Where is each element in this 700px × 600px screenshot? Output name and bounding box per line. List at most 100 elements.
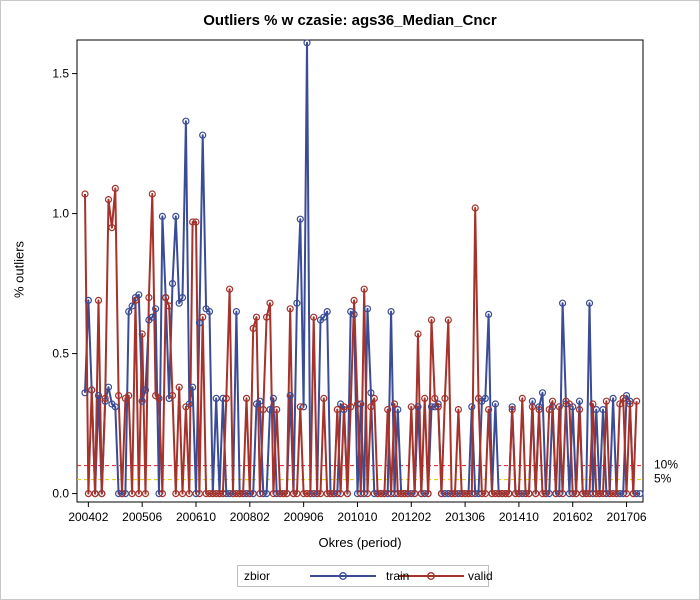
data-point-train — [474, 490, 483, 498]
data-point-valid — [370, 394, 378, 402]
legend-train-label: train — [386, 569, 410, 583]
data-point-train — [636, 490, 644, 498]
data-point-valid — [242, 394, 251, 402]
data-point-valid — [485, 406, 493, 414]
data-point-train — [286, 392, 294, 400]
data-point-valid — [632, 397, 641, 405]
data-point-valid — [521, 490, 530, 498]
data-point-valid — [236, 490, 244, 498]
data-point-valid — [441, 394, 449, 402]
data-point-train — [310, 490, 318, 498]
data-point-valid — [552, 490, 560, 498]
data-point-valid — [542, 490, 550, 498]
data-point-valid — [602, 397, 611, 405]
data-point-valid — [300, 490, 308, 498]
legend: zbior train valid — [237, 565, 493, 587]
data-point-valid — [374, 490, 382, 498]
data-point-valid — [343, 490, 351, 498]
y-tick-label: 0.5 — [52, 347, 69, 361]
data-point-train — [340, 406, 348, 414]
data-point-valid — [306, 490, 314, 498]
data-point-valid — [273, 406, 281, 414]
x-axis-label: Okres (period) — [318, 535, 402, 550]
data-point-valid — [538, 490, 547, 498]
data-point-valid — [606, 490, 614, 498]
data-point-train — [259, 490, 267, 498]
data-point-valid — [622, 490, 631, 498]
y-tick-label: 0.0 — [52, 487, 69, 501]
data-point-train — [263, 490, 271, 498]
data-point-valid — [182, 403, 190, 411]
data-point-valid — [387, 490, 395, 498]
legend-train-marker — [339, 572, 347, 580]
data-point-valid — [256, 490, 264, 498]
data-point-train — [491, 400, 499, 408]
data-point-train — [367, 389, 375, 397]
data-point-train — [353, 490, 362, 498]
reference-line-label: 5% — [654, 472, 672, 486]
data-point-valid — [246, 490, 254, 498]
x-tick-label: 200610 — [176, 510, 216, 524]
data-point-train — [172, 212, 180, 220]
x-tick-label: 200506 — [122, 510, 162, 524]
data-point-valid — [454, 406, 462, 414]
legend-valid-marker — [427, 572, 435, 580]
data-point-train — [518, 490, 526, 498]
data-point-valid — [616, 400, 624, 408]
data-point-valid — [209, 490, 217, 498]
data-point-valid — [303, 490, 311, 498]
data-point-train — [195, 319, 203, 327]
data-point-train — [414, 403, 422, 411]
data-point-valid — [269, 490, 277, 498]
data-point-valid — [397, 490, 405, 498]
data-point-train — [269, 394, 277, 402]
data-point-valid — [380, 490, 388, 498]
x-tick-label: 201306 — [445, 510, 485, 524]
x-tick-label: 200402 — [68, 510, 108, 524]
data-point-valid — [165, 302, 173, 310]
data-point-train — [626, 397, 634, 405]
data-point-train — [323, 308, 331, 316]
data-point-valid — [219, 490, 227, 498]
data-point-valid — [252, 313, 261, 321]
data-point-train — [468, 403, 476, 411]
data-point-valid — [108, 224, 116, 232]
data-point-train — [508, 403, 516, 411]
data-point-train — [135, 291, 143, 299]
data-point-valid — [88, 386, 96, 394]
data-point-valid — [582, 490, 590, 498]
y-axis-label: % outliers — [11, 240, 27, 299]
data-point-train — [141, 386, 150, 394]
data-point-valid — [448, 490, 456, 498]
data-point-valid — [437, 490, 446, 498]
data-point-valid — [357, 490, 365, 498]
data-point-valid — [172, 490, 180, 498]
data-point-train — [363, 305, 372, 313]
data-point-valid — [525, 490, 533, 498]
data-point-train — [360, 490, 368, 498]
data-point-valid — [417, 490, 425, 498]
y-tick-label: 1.5 — [52, 67, 69, 81]
data-point-valid — [535, 406, 543, 414]
data-point-valid — [347, 403, 355, 411]
data-point-valid — [229, 490, 237, 498]
data-point-train — [199, 131, 207, 139]
data-point-valid — [118, 490, 126, 498]
data-point-valid — [481, 490, 489, 498]
data-point-valid — [330, 490, 338, 498]
data-point-train — [296, 215, 304, 223]
plot-border — [76, 39, 644, 503]
data-point-valid — [293, 490, 301, 498]
x-tick-label: 201410 — [499, 510, 539, 524]
data-point-valid — [226, 285, 234, 293]
data-point-valid — [377, 490, 385, 498]
data-point-valid — [202, 490, 210, 498]
data-point-train — [300, 403, 308, 411]
data-point-valid — [313, 490, 321, 498]
data-point-valid — [434, 403, 442, 411]
data-point-valid — [555, 403, 563, 411]
data-point-valid — [289, 490, 298, 498]
data-point-train — [128, 302, 136, 310]
data-point-train — [616, 490, 624, 498]
data-point-train — [535, 403, 543, 411]
